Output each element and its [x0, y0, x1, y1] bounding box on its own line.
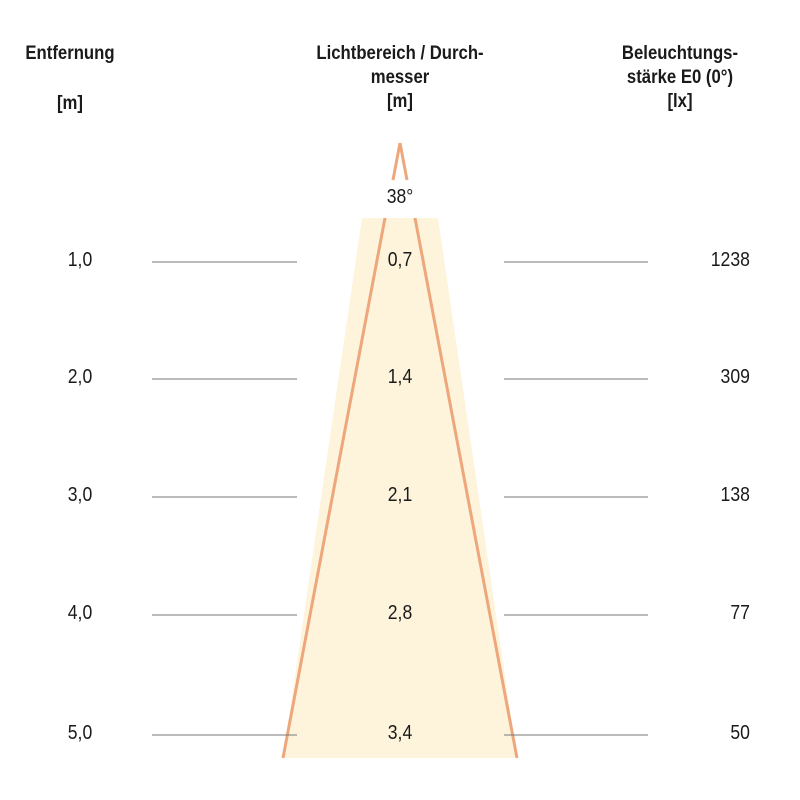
distance-value: 5,0	[67, 722, 93, 744]
illuminance-header-title: Beleuchtungs-	[621, 43, 739, 64]
diameter-value: 2,1	[387, 484, 413, 506]
illuminance-value: 50	[730, 722, 750, 744]
cone-edge-left	[281, 217, 387, 759]
beam-angle-label: 38°	[386, 186, 414, 208]
diameter-header: Lichtbereich / Durch- messer [m]	[277, 42, 523, 114]
diameter-header-title2: messer	[370, 67, 430, 88]
cone-edge-right	[413, 217, 519, 759]
distance-value: 3,0	[67, 484, 93, 506]
illuminance-value: 309	[720, 366, 750, 388]
illuminance-value: 77	[730, 602, 750, 624]
diameter-value: 3,4	[387, 722, 413, 744]
diameter-value: 2,8	[387, 602, 413, 624]
distance-header-title: Entfernung	[25, 43, 115, 64]
distance-header: Entfernung [m]	[17, 42, 123, 116]
illuminance-header-unit: [lx]	[667, 91, 693, 112]
cone-edge-left	[391, 142, 402, 181]
illuminance-header: Beleuchtungs- stärke E0 (0°) [lx]	[592, 42, 768, 114]
distance-header-unit: [m]	[56, 93, 84, 114]
distance-value: 4,0	[67, 602, 93, 624]
illuminance-value: 138	[720, 484, 750, 506]
diameter-value: 1,4	[387, 366, 413, 388]
illuminance-value: 1238	[710, 249, 750, 271]
distance-value: 1,0	[67, 249, 93, 271]
diameter-value: 0,7	[387, 249, 413, 271]
illuminance-header-title2: stärke E0 (0°)	[626, 67, 734, 88]
light-cone	[283, 218, 517, 758]
diameter-header-unit: [m]	[386, 91, 414, 112]
diameter-header-title: Lichtbereich / Durch-	[316, 43, 484, 64]
distance-value: 2,0	[67, 366, 93, 388]
cone-edge-right	[398, 142, 409, 181]
